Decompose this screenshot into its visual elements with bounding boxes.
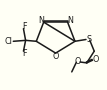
Text: N: N (67, 16, 73, 25)
Text: O: O (74, 57, 81, 66)
Text: S: S (86, 35, 91, 44)
Text: O: O (92, 55, 98, 64)
Text: F: F (22, 49, 27, 58)
Text: F: F (22, 22, 27, 31)
Text: O: O (52, 52, 59, 61)
Text: N: N (38, 16, 44, 25)
Text: Cl: Cl (5, 37, 13, 46)
